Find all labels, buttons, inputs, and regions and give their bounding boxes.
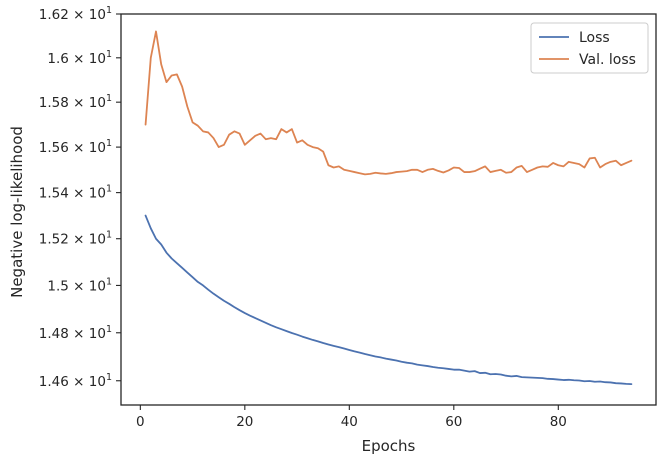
y-tick-label: 1.62 × 101 (39, 5, 112, 23)
y-tick-label: 1.56 × 101 (39, 138, 112, 156)
x-axis-ticks: 0 20 40 60 80 (136, 405, 567, 430)
y-tick-times: × (69, 186, 89, 202)
x-axis-label: Epochs (362, 437, 416, 455)
y-tick-mantissa: 1.5 (47, 278, 68, 294)
y-tick-label: 1.46 × 101 (39, 372, 112, 390)
legend-box (530, 22, 649, 74)
y-tick-label: 1.6 × 101 (47, 49, 112, 67)
legend-label-val-loss: Val. loss (579, 52, 636, 68)
y-tick-times: × (69, 95, 89, 111)
y-tick-exponent: 1 (106, 372, 112, 383)
series-line-val-loss (144, 30, 633, 176)
y-tick-label: 1.52 × 101 (39, 230, 112, 248)
x-tick-label: 40 (341, 414, 358, 430)
y-tick-mantissa: 1.54 (39, 186, 69, 202)
y-tick-exponent: 1 (106, 230, 112, 241)
y-tick-label: 1.5 × 101 (47, 276, 112, 294)
y-tick-base: 10 (89, 7, 106, 23)
y-tick-mantissa: 1.62 (39, 7, 69, 23)
y-tick-mantissa: 1.58 (39, 95, 69, 111)
legend: Loss Val. loss (530, 22, 649, 74)
y-tick-mantissa: 1.56 (39, 140, 69, 156)
y-tick-times: × (69, 278, 89, 294)
y-tick-times: × (69, 374, 89, 390)
y-tick-base: 10 (89, 278, 106, 294)
x-tick-label: 0 (136, 414, 145, 430)
y-tick-mantissa: 1.46 (39, 374, 69, 390)
y-tick-label: 1.54 × 101 (39, 184, 112, 202)
series-lines (144, 30, 633, 386)
y-tick-exponent: 1 (106, 324, 112, 335)
x-tick-label: 80 (550, 414, 567, 430)
y-tick-times: × (69, 326, 89, 342)
x-tick-label: 60 (445, 414, 462, 430)
y-tick-exponent: 1 (106, 5, 112, 16)
legend-label-loss: Loss (579, 30, 610, 46)
y-tick-base: 10 (89, 140, 106, 156)
y-tick-base: 10 (89, 232, 106, 248)
y-tick-mantissa: 1.48 (39, 326, 69, 342)
y-tick-base: 10 (89, 326, 106, 342)
y-axis-label: Negative log-likelihood (8, 126, 26, 298)
y-tick-exponent: 1 (106, 138, 112, 149)
y-tick-times: × (69, 7, 89, 23)
y-tick-label: 1.48 × 101 (39, 324, 112, 342)
y-tick-base: 10 (89, 95, 106, 111)
y-tick-base: 10 (89, 51, 106, 67)
y-tick-mantissa: 1.6 (47, 51, 68, 67)
y-tick-exponent: 1 (106, 93, 112, 104)
y-tick-label: 1.58 × 101 (39, 93, 112, 111)
y-tick-mantissa: 1.52 (39, 232, 69, 248)
y-tick-times: × (69, 51, 89, 67)
y-tick-exponent: 1 (106, 49, 112, 60)
y-tick-base: 10 (89, 374, 106, 390)
y-tick-times: × (69, 140, 89, 156)
y-tick-exponent: 1 (106, 184, 112, 195)
plot-frame (120, 13, 657, 406)
x-tick-label: 20 (236, 414, 253, 430)
series-line-loss (144, 214, 633, 386)
plot-area (121, 14, 656, 405)
y-tick-base: 10 (89, 186, 106, 202)
y-tick-exponent: 1 (106, 276, 112, 287)
y-tick-times: × (69, 232, 89, 248)
